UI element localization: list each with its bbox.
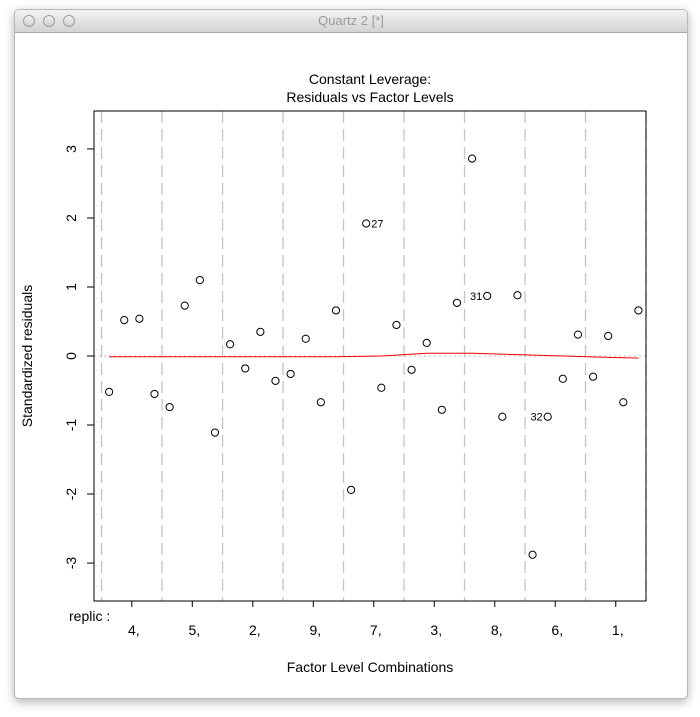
data-point	[528, 550, 537, 559]
x-tick-label: 8,	[491, 622, 503, 638]
data-point	[422, 338, 431, 347]
x-tick-label: 9,	[309, 622, 321, 638]
data-point	[483, 291, 492, 301]
data-point	[180, 301, 189, 310]
plot-window: Quartz 2 [*] 27 31 32 -3 -2 -1 0 1 2 3 4, 5, 2, 9, 7…	[14, 9, 688, 699]
data-point	[316, 398, 325, 407]
minimize-button[interactable]	[43, 15, 55, 27]
y-tick-label: -2	[63, 488, 79, 501]
y-axis-label: Standardized residuals	[19, 285, 35, 427]
factor-label: replic :	[69, 608, 110, 624]
chart-title-line-2: Residuals vs Factor Levels	[286, 89, 453, 105]
data-point	[256, 327, 265, 336]
data-point	[362, 219, 371, 228]
x-axis: 4, 5, 2, 9, 7, 3, 8, 6, 1,	[128, 601, 624, 638]
point-labels: 27 31 32	[371, 218, 542, 423]
x-tick-label: 2,	[249, 622, 261, 638]
data-point	[437, 405, 446, 414]
close-button[interactable]	[23, 15, 35, 27]
data-point	[135, 314, 144, 323]
y-tick-label: 3	[63, 145, 79, 153]
data-point	[331, 306, 341, 315]
x-axis-label: Factor Level Combinations	[287, 659, 454, 675]
data-point	[604, 331, 613, 341]
data-point	[558, 374, 567, 383]
data-point	[165, 402, 174, 412]
data-point	[619, 398, 628, 407]
x-tick-label: 1,	[612, 622, 624, 638]
data-point	[120, 316, 129, 325]
x-tick-label: 3,	[430, 622, 442, 638]
data-point	[573, 330, 583, 339]
x-tick-label: 7,	[370, 622, 382, 638]
data-points	[105, 154, 643, 559]
data-point	[210, 428, 220, 437]
point-label: 31	[470, 291, 482, 303]
data-point	[150, 389, 159, 399]
point-label: 32	[530, 412, 542, 424]
y-tick-label: -1	[63, 419, 79, 432]
data-point	[301, 334, 310, 343]
data-point	[588, 372, 598, 381]
smoother-line	[109, 352, 639, 359]
data-point	[271, 376, 280, 385]
data-point	[105, 387, 114, 396]
data-point	[407, 365, 416, 374]
y-tick-label: 1	[63, 283, 79, 291]
data-point	[286, 369, 295, 379]
data-point	[452, 298, 462, 307]
data-point	[392, 320, 401, 330]
data-point	[513, 291, 522, 300]
y-tick-label: -3	[63, 557, 79, 570]
data-point	[467, 154, 477, 163]
chart-title-line-1: Constant Leverage:	[309, 71, 431, 87]
data-point	[498, 412, 507, 421]
window-title: Quartz 2 [*]	[318, 13, 384, 28]
title-bar: Quartz 2 [*]	[15, 10, 687, 33]
x-tick-label: 6,	[551, 622, 563, 638]
residuals-chart: 27 31 32 -3 -2 -1 0 1 2 3 4, 5, 2, 9, 7, 3, 8, 6, 1, Con…	[19, 71, 647, 675]
data-point	[346, 485, 356, 494]
data-point	[241, 364, 250, 373]
point-label: 27	[371, 218, 383, 230]
y-axis: -3 -2 -1 0 1 2 3	[63, 145, 94, 569]
data-point	[226, 340, 235, 349]
y-tick-label: 2	[63, 214, 79, 222]
data-point	[195, 275, 204, 285]
y-tick-label: 0	[63, 352, 79, 360]
x-tick-label: 4,	[128, 622, 140, 638]
data-point	[634, 306, 643, 315]
x-tick-label: 5,	[188, 622, 200, 638]
data-point	[543, 412, 552, 421]
zoom-button[interactable]	[63, 15, 75, 27]
data-point	[377, 383, 386, 392]
